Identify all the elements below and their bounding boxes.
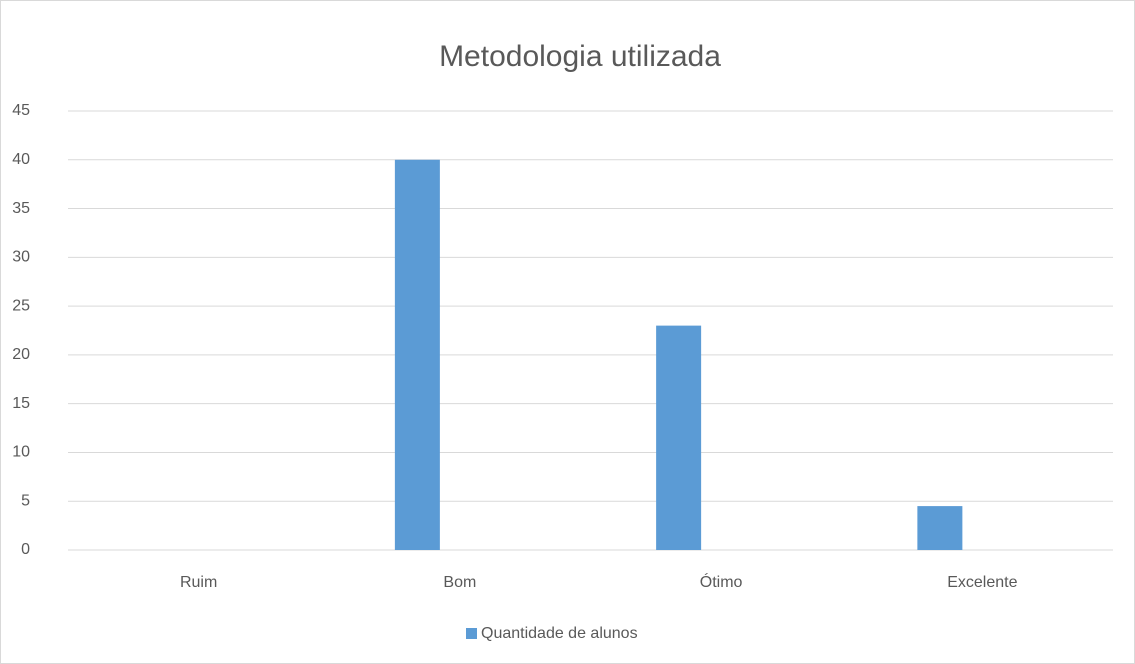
y-tick-label: 20: [12, 346, 30, 363]
x-tick-label: Bom: [443, 574, 476, 591]
y-tick-label: 30: [12, 249, 30, 266]
y-tick-label: 5: [21, 492, 30, 509]
x-tick-label: Ótimo: [700, 572, 743, 591]
bar: [394, 159, 440, 550]
y-tick-label: 25: [12, 297, 30, 314]
y-tick-label: 15: [12, 395, 30, 412]
y-tick-label: 40: [12, 151, 30, 168]
bar: [917, 506, 963, 550]
bar: [656, 325, 702, 550]
y-tick-label: 45: [12, 102, 30, 119]
legend-swatch: [466, 628, 477, 639]
x-tick-label: Excelente: [947, 574, 1017, 591]
x-tick-label: Ruim: [180, 574, 217, 591]
legend-label: Quantidade de alunos: [481, 625, 638, 642]
chart-title: Metodologia utilizada: [439, 40, 721, 73]
y-tick-label: 35: [12, 200, 30, 217]
y-tick-label: 10: [12, 444, 30, 461]
y-tick-label: 0: [21, 541, 30, 558]
